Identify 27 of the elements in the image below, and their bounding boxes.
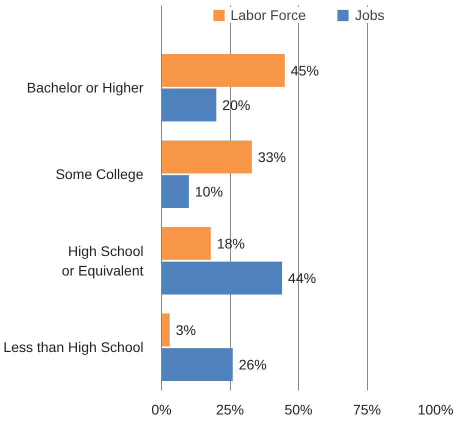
data-label: 26% — [238, 356, 267, 373]
data-label: 18% — [216, 235, 245, 252]
y-tick-label: Less than High School — [3, 339, 144, 356]
bar — [162, 348, 233, 381]
bar — [162, 314, 170, 346]
y-tick-label: Some College — [56, 166, 144, 182]
x-tick-label: 100% — [418, 402, 454, 418]
data-label: 45% — [290, 62, 319, 78]
y-tick-label: High School or Equivalent — [62, 243, 144, 278]
data-label: 3% — [176, 322, 196, 338]
bar — [162, 88, 216, 122]
x-tick-label: 50% — [284, 402, 313, 418]
bar — [162, 175, 189, 208]
data-label: 44% — [288, 270, 316, 286]
bar — [162, 54, 285, 87]
data-label: 33% — [258, 148, 286, 165]
x-tick-label: 75% — [352, 402, 382, 418]
legend-label: Jobs — [354, 7, 385, 23]
bar — [162, 226, 211, 260]
bar — [162, 140, 252, 174]
data-label: 10% — [194, 184, 223, 200]
y-tick-label: Bachelor or Higher — [26, 80, 144, 96]
data-label: 20% — [222, 96, 250, 113]
x-tick-label: 25% — [216, 402, 244, 418]
legend-label: Labor Force — [230, 7, 306, 23]
bar — [162, 262, 282, 294]
x-tick-label: 0% — [151, 402, 172, 418]
